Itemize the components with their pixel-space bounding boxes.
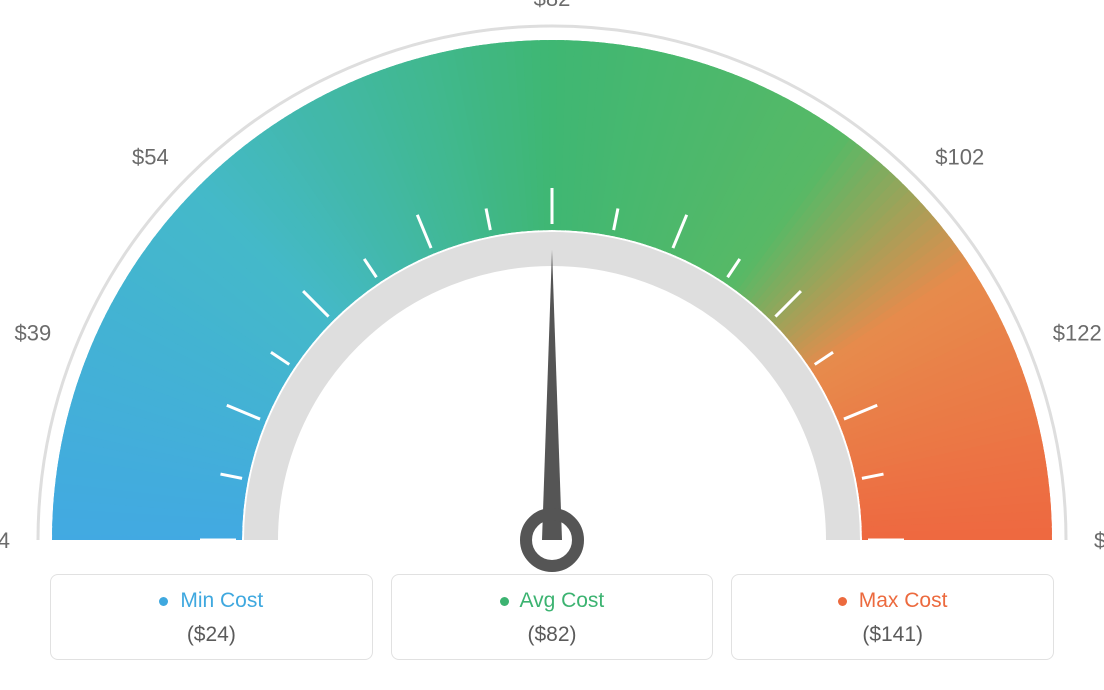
legend-value: ($24) [51, 623, 372, 647]
legend-label: Max Cost [859, 589, 948, 612]
legend-card-min: Min Cost ($24) [50, 574, 373, 660]
legend-title: Max Cost [732, 589, 1053, 613]
legend-card-avg: Avg Cost ($82) [391, 574, 714, 660]
legend-label: Min Cost [180, 589, 263, 612]
svg-text:$82: $82 [534, 0, 571, 11]
legend-title: Avg Cost [392, 589, 713, 613]
legend-value: ($141) [732, 623, 1053, 647]
svg-text:$141: $141 [1094, 528, 1104, 553]
legend-value: ($82) [392, 623, 713, 647]
legend-dot [500, 597, 509, 606]
svg-text:$54: $54 [132, 145, 169, 170]
legend-title: Min Cost [51, 589, 372, 613]
legend-dot [838, 597, 847, 606]
svg-text:$39: $39 [15, 321, 52, 346]
legend-dot [159, 597, 168, 606]
svg-text:$122: $122 [1053, 321, 1102, 346]
gauge-needle [526, 250, 578, 566]
legend-card-max: Max Cost ($141) [731, 574, 1054, 660]
svg-text:$24: $24 [0, 528, 10, 553]
legend-label: Avg Cost [519, 589, 604, 612]
svg-text:$102: $102 [935, 145, 984, 170]
legend-row: Min Cost ($24) Avg Cost ($82) Max Cost (… [50, 574, 1054, 660]
